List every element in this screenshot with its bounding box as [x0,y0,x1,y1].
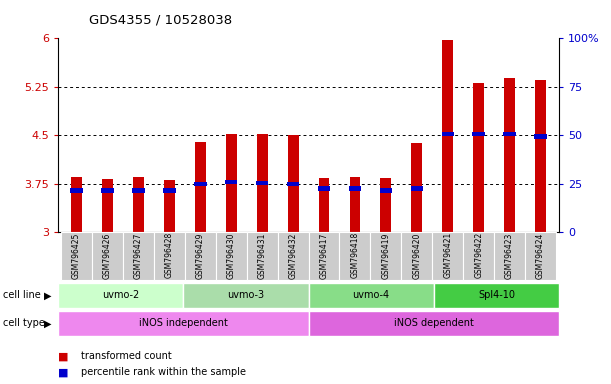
Text: GDS4355 / 10528038: GDS4355 / 10528038 [89,13,232,26]
Bar [133,177,144,232]
Bar [349,186,361,190]
Bar [71,177,82,232]
Bar [256,181,268,185]
Text: GSM796427: GSM796427 [134,232,143,278]
Bar [463,232,494,280]
Bar [401,232,432,280]
Bar [411,186,423,190]
Bar [58,283,183,308]
Text: iNOS dependent: iNOS dependent [394,318,474,328]
Text: GSM796425: GSM796425 [72,232,81,278]
Bar [163,188,175,192]
Bar [61,232,92,280]
Text: GSM796418: GSM796418 [351,232,359,278]
Text: transformed count: transformed count [81,351,172,361]
Bar [411,143,422,232]
Text: GSM796424: GSM796424 [536,232,545,278]
Text: GSM796422: GSM796422 [474,232,483,278]
Bar [504,78,515,232]
Text: GSM796423: GSM796423 [505,232,514,278]
Bar [534,134,547,139]
Text: GSM796421: GSM796421 [443,232,452,278]
Bar [226,134,236,232]
Bar [154,232,185,280]
Text: GSM796432: GSM796432 [288,232,298,278]
Bar [185,232,216,280]
Text: GSM796417: GSM796417 [320,232,329,278]
Bar [287,182,299,186]
Bar [309,311,559,336]
Bar [225,180,238,184]
Text: percentile rank within the sample: percentile rank within the sample [81,367,246,377]
Bar [92,232,123,280]
Text: uvmo-2: uvmo-2 [102,290,139,300]
Bar [132,188,145,192]
Bar [247,232,277,280]
Text: GSM796419: GSM796419 [381,232,390,278]
Bar [70,188,83,192]
Bar [309,232,340,280]
Text: cell type: cell type [3,318,45,328]
Bar [101,188,114,192]
Bar [123,232,154,280]
Text: Spl4-10: Spl4-10 [478,290,515,300]
Text: uvmo-3: uvmo-3 [227,290,265,300]
Bar [379,188,392,192]
Text: uvmo-4: uvmo-4 [353,290,390,300]
Text: GSM796426: GSM796426 [103,232,112,278]
Bar [503,132,516,136]
Text: GSM796431: GSM796431 [258,232,266,278]
Bar [349,177,360,232]
Bar [194,182,207,186]
Bar [494,232,525,280]
Bar [432,232,463,280]
Bar [318,178,329,232]
Bar [525,232,556,280]
Bar [370,232,401,280]
Bar [195,142,206,232]
Bar [340,232,370,280]
Text: GSM796420: GSM796420 [412,232,422,278]
Text: GSM796430: GSM796430 [227,232,236,279]
Bar [216,232,247,280]
Bar [318,186,330,190]
Bar [257,134,268,232]
Bar [183,283,309,308]
Bar [442,132,454,136]
Bar [472,132,485,136]
Text: ■: ■ [58,351,68,361]
Text: ▶: ▶ [44,318,51,328]
Text: GSM796428: GSM796428 [165,232,174,278]
Bar [288,136,299,232]
Bar [277,232,309,280]
Bar [164,180,175,232]
Bar [442,40,453,232]
Text: iNOS independent: iNOS independent [139,318,228,328]
Bar [535,80,546,232]
Bar [474,83,484,232]
Bar [102,179,113,232]
Bar [434,283,559,308]
Bar [381,178,391,232]
Bar [58,311,309,336]
Bar [309,283,434,308]
Text: ■: ■ [58,367,68,377]
Text: ▶: ▶ [44,290,51,300]
Text: GSM796429: GSM796429 [196,232,205,278]
Text: cell line: cell line [3,290,41,300]
